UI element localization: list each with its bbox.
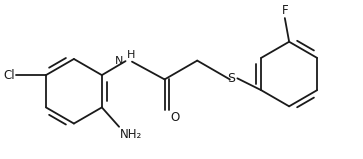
Text: H: H	[127, 49, 135, 59]
Text: N: N	[115, 56, 123, 66]
Text: S: S	[227, 72, 235, 85]
Text: NH₂: NH₂	[120, 128, 142, 141]
Text: F: F	[282, 4, 288, 17]
Text: O: O	[170, 111, 179, 124]
Text: Cl: Cl	[4, 69, 15, 82]
